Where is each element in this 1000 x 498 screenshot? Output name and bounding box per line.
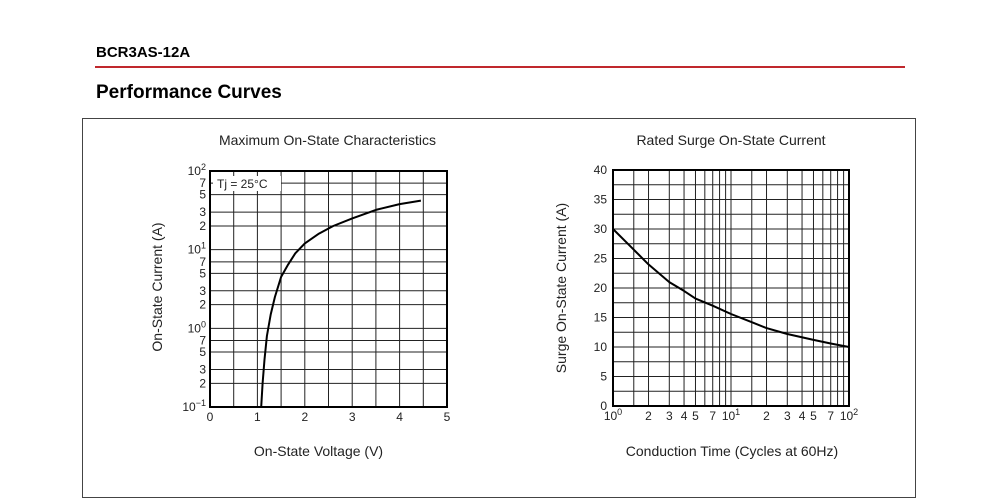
chart-title: Maximum On-State Characteristics <box>219 132 436 148</box>
y-tick-label: 2 <box>199 376 206 390</box>
chart-surge-current <box>612 169 850 407</box>
y-tick-label: 35 <box>594 193 608 207</box>
y-tick-label: 3 <box>199 205 206 219</box>
y-tick-label: 0 <box>600 399 607 413</box>
part-number: BCR3AS-12A <box>96 44 191 61</box>
y-tick-label: 5 <box>600 370 607 384</box>
y-tick-label: 100 <box>188 319 206 335</box>
charts-canvas: Tj = 25°C0 1 2 3 4 510275321017532100753210−1… <box>149 132 858 459</box>
series-line <box>612 228 850 348</box>
x-tick-label: 3 <box>784 409 791 423</box>
y-tick-label: 3 <box>199 284 206 298</box>
y-tick-label: 7 <box>199 255 206 269</box>
y-tick-label: 15 <box>594 311 608 325</box>
x-tick-label: 5 <box>444 410 451 424</box>
series-line <box>260 199 422 408</box>
y-tick-label: 2 <box>199 219 206 233</box>
chart-on-state-characteristics: Tj = 25°C <box>209 170 448 408</box>
y-tick-label: 25 <box>594 252 608 266</box>
annotation-tj: Tj = 25°C <box>217 177 268 191</box>
y-tick-label: 10−1 <box>182 398 206 414</box>
x-tick-label: 102 <box>840 407 858 423</box>
section-title: Performance Curves <box>96 82 282 103</box>
y-tick-label: 3 <box>199 362 206 376</box>
y-tick-label: 5 <box>199 266 206 280</box>
y-tick-label: 101 <box>188 241 206 257</box>
y-tick-label: 40 <box>594 163 608 177</box>
y-tick-label: 30 <box>594 222 608 236</box>
x-tick-label: 1 <box>254 410 261 424</box>
x-tick-label: 2 <box>301 410 308 424</box>
y-tick-label: 20 <box>594 281 608 295</box>
x-tick-label: 3 <box>349 410 356 424</box>
x-tick-label: 0 <box>207 410 214 424</box>
plot-frame <box>612 169 850 407</box>
x-tick-label: 2 <box>645 409 652 423</box>
x-tick-label: 4 <box>799 409 806 423</box>
y-tick-label: 5 <box>199 188 206 202</box>
chart-title: Rated Surge On-State Current <box>636 132 825 148</box>
x-tick-label: 2 <box>763 409 770 423</box>
y-tick-label: 7 <box>199 176 206 190</box>
x-tick-label: 4 <box>396 410 403 424</box>
plot-frame <box>209 170 448 408</box>
annotation-backdrop <box>213 176 281 191</box>
header-rule <box>95 66 905 68</box>
y-tick-label: 10 <box>594 340 608 354</box>
x-tick-label: 7 <box>709 409 716 423</box>
x-tick-label: 3 <box>666 409 673 423</box>
y-tick-label: 102 <box>188 162 206 178</box>
x-tick-label: 5 <box>810 409 817 423</box>
y-tick-label: 7 <box>199 334 206 348</box>
x-tick-label: 4 <box>681 409 688 423</box>
y-tick-label: 5 <box>199 345 206 359</box>
x-tick-label: 100 <box>604 407 622 423</box>
x-tick-label: 101 <box>722 407 740 423</box>
y-tick-label: 2 <box>199 298 206 312</box>
y-axis-label: Surge On-State Current (A) <box>553 203 569 373</box>
x-axis-label: Conduction Time (Cycles at 60Hz) <box>626 443 838 459</box>
x-tick-label: 5 <box>692 409 699 423</box>
y-axis-label: On-State Current (A) <box>149 222 165 351</box>
x-tick-label: 7 <box>827 409 834 423</box>
x-axis-label: On-State Voltage (V) <box>254 443 383 459</box>
